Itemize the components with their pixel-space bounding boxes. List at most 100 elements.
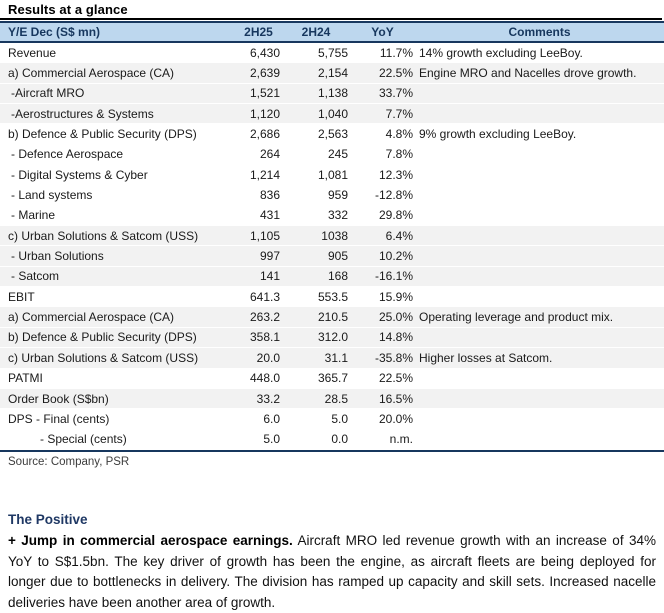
value-2h24: 2,563 bbox=[317, 127, 348, 142]
row-comment: Higher losses at Satcom. bbox=[419, 350, 553, 365]
value-yoy: 20.0% bbox=[378, 411, 413, 426]
row-label: - Urban Solutions bbox=[11, 249, 104, 264]
table-row: c) Urban Solutions & Satcom (USS) 1,105 10… bbox=[0, 226, 664, 247]
value-2h24: 332 bbox=[327, 208, 348, 223]
table-row: b) Defence & Public Security (DPS) 358.1 3… bbox=[0, 327, 664, 349]
value-2h25: 263.2 bbox=[249, 310, 280, 325]
row-label: b) Defence & Public Security (DPS) bbox=[8, 127, 197, 142]
row-label: - Marine bbox=[11, 208, 56, 223]
row-label: -Aircraft MRO bbox=[11, 86, 85, 101]
value-yoy: 15.9% bbox=[378, 289, 413, 304]
value-yoy: 33.7% bbox=[378, 86, 413, 101]
header-2h24: 2H24 bbox=[301, 25, 331, 39]
table-row: DPS - Final (cents) 6.0 5.0 20.0% bbox=[0, 409, 664, 430]
header-ye-dec: Y/E Dec (S$ mn) bbox=[8, 25, 101, 39]
value-2h25: 141 bbox=[259, 269, 280, 284]
table-row: - Land systems 836 959 -12.8% bbox=[0, 185, 664, 206]
table-row: - Urban Solutions 997 905 10.2% bbox=[0, 246, 664, 267]
value-yoy: -12.8% bbox=[374, 188, 413, 203]
row-label: a) Commercial Aerospace (CA) bbox=[8, 310, 175, 325]
value-yoy: 16.5% bbox=[378, 391, 413, 406]
page-title: Results at a glance bbox=[8, 2, 128, 17]
value-yoy: 22.5% bbox=[378, 66, 413, 81]
row-label: a) Commercial Aerospace (CA) bbox=[8, 66, 175, 81]
value-2h24: 168 bbox=[327, 269, 348, 284]
value-2h24: 245 bbox=[327, 147, 348, 162]
value-2h24: 210.5 bbox=[317, 310, 348, 325]
row-label: Revenue bbox=[8, 45, 57, 60]
positive-heading: The Positive bbox=[8, 512, 88, 527]
table-row: c) Urban Solutions & Satcom (USS) 20.0 31.… bbox=[0, 348, 664, 369]
header-2h25: 2H25 bbox=[244, 25, 273, 39]
value-2h25: 6,430 bbox=[249, 45, 280, 60]
value-2h24: 1,138 bbox=[317, 86, 348, 101]
value-yoy: 12.3% bbox=[378, 167, 413, 182]
row-label: - Special (cents) bbox=[40, 432, 127, 447]
table-row: a) Commercial Aerospace (CA) 263.2 210.5 25… bbox=[0, 307, 664, 328]
header-comments: Comments bbox=[508, 25, 571, 39]
value-2h25: 448.0 bbox=[249, 371, 280, 386]
value-2h24: 1,040 bbox=[317, 106, 348, 121]
value-2h25: 5.0 bbox=[263, 432, 280, 447]
row-label: Order Book (S$bn) bbox=[8, 391, 109, 406]
row-label: b) Defence & Public Security (DPS) bbox=[8, 330, 197, 345]
table-row: -Aerostructures & Systems 1,120 1,040 7.7% bbox=[0, 104, 664, 125]
value-2h24: 312.0 bbox=[317, 330, 348, 345]
paragraph-body-text: Aircraft MRO led revenue growth with an … bbox=[8, 533, 656, 610]
value-2h24: 959 bbox=[327, 188, 348, 203]
value-2h24: 5.0 bbox=[331, 411, 348, 426]
table-row: a) Commercial Aerospace (CA) 2,639 2,154 22… bbox=[0, 63, 664, 84]
table-row: Revenue 6,430 5,755 11.7% 14% growth excludi… bbox=[0, 43, 664, 64]
value-yoy: 11.7% bbox=[379, 45, 413, 60]
title-underline bbox=[0, 18, 662, 20]
value-2h25: 2,686 bbox=[249, 127, 280, 142]
value-2h25: 431 bbox=[259, 208, 280, 223]
table-header-row: Y/E Dec (S$ mn) 2H25 2H24 YoY Comments bbox=[0, 21, 664, 43]
row-label: c) Urban Solutions & Satcom (USS) bbox=[8, 228, 199, 243]
paragraph-lead-bold: + Jump in commercial aerospace earnings. bbox=[8, 533, 293, 548]
table-row: - Digital Systems & Cyber 1,214 1,081 12.3% bbox=[0, 165, 664, 186]
value-yoy: -16.1% bbox=[374, 269, 413, 284]
table-body: Revenue 6,430 5,755 11.7% 14% growth excludi… bbox=[0, 43, 664, 450]
value-2h24: 365.7 bbox=[317, 371, 348, 386]
row-label: EBIT bbox=[8, 289, 35, 304]
row-label: - Defence Aerospace bbox=[11, 147, 124, 162]
value-2h25: 358.1 bbox=[249, 330, 280, 345]
value-yoy: 10.2% bbox=[378, 249, 413, 264]
value-yoy: 7.8% bbox=[385, 147, 413, 162]
value-2h25: 33.2 bbox=[256, 391, 280, 406]
value-2h25: 1,105 bbox=[249, 228, 280, 243]
table-bottom-border bbox=[0, 449, 664, 452]
header-yoy: YoY bbox=[371, 25, 394, 39]
value-yoy: 7.7% bbox=[385, 106, 413, 121]
value-2h25: 641.3 bbox=[249, 289, 280, 304]
value-2h24: 553.5 bbox=[317, 289, 348, 304]
value-2h24: 28.5 bbox=[324, 391, 348, 406]
value-2h25: 1,521 bbox=[249, 86, 280, 101]
row-label: - Satcom bbox=[11, 269, 60, 284]
row-label: DPS - Final (cents) bbox=[8, 411, 110, 426]
table-row: EBIT 641.3 553.5 15.9% bbox=[0, 287, 664, 308]
value-2h24: 905 bbox=[327, 249, 348, 264]
value-yoy: 22.5% bbox=[378, 371, 413, 386]
positive-section: The Positive + Jump in commercial aerosp… bbox=[8, 512, 656, 613]
value-yoy: 29.8% bbox=[378, 208, 413, 223]
value-2h25: 836 bbox=[259, 188, 280, 203]
value-2h24: 2,154 bbox=[317, 66, 348, 81]
source-note: Source: Company, PSR bbox=[8, 455, 130, 468]
value-2h25: 997 bbox=[259, 249, 280, 264]
value-2h24: 31.1 bbox=[324, 350, 348, 365]
value-2h25: 2,639 bbox=[249, 66, 280, 81]
value-yoy: 25.0% bbox=[378, 310, 413, 325]
value-yoy: 6.4% bbox=[385, 228, 413, 243]
table-row: b) Defence & Public Security (DPS) 2,686 2… bbox=[0, 124, 664, 145]
value-2h25: 6.0 bbox=[263, 411, 280, 426]
value-yoy: -35.8% bbox=[374, 350, 413, 365]
table-row: PATMI 448.0 365.7 22.5% bbox=[0, 368, 664, 389]
value-2h24: 5,755 bbox=[317, 45, 348, 60]
row-label: -Aerostructures & Systems bbox=[11, 106, 154, 121]
row-label: - Digital Systems & Cyber bbox=[11, 167, 148, 182]
value-yoy: n.m. bbox=[389, 432, 413, 447]
positive-paragraph: + Jump in commercial aerospace earnings.… bbox=[8, 531, 656, 613]
